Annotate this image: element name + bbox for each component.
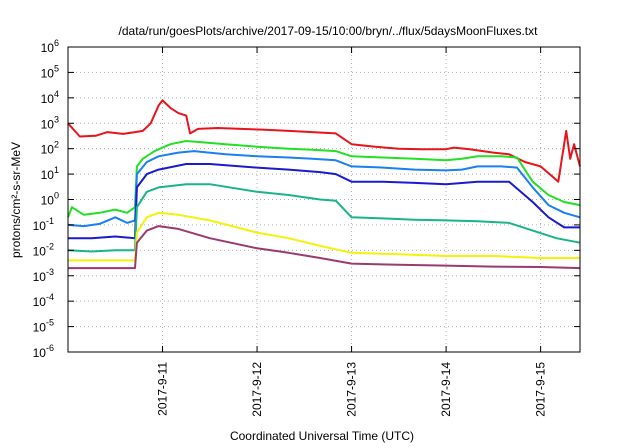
- y-tick-label: 105: [41, 63, 59, 80]
- y-tick-label: 10-1: [33, 216, 54, 233]
- y-tick-label: 10-6: [33, 343, 54, 360]
- x-axis-label: Coordinated Universal Time (UTC): [230, 429, 414, 443]
- y-tick-label: 10-4: [33, 292, 54, 309]
- series-line-1: [67, 99, 581, 183]
- y-tick-label: 104: [41, 89, 59, 106]
- x-tick-label: 2017-9-11: [156, 362, 170, 416]
- axis-ticks: 10-6 10-5 10-4 10-3 10-2 10-1 100 101 102 103 104 1…: [33, 38, 580, 417]
- series-line-4: [68, 163, 580, 240]
- y-tick-label: 101: [41, 165, 59, 182]
- series-line-7: [68, 225, 581, 270]
- x-tick-label: 2017-9-13: [345, 362, 359, 417]
- y-tick-label: 102: [41, 140, 59, 157]
- y-tick-label: 106: [41, 38, 59, 55]
- series-line-3: [67, 150, 581, 228]
- y-tick-label: 100: [41, 191, 59, 208]
- y-tick-label: 10-3: [33, 267, 54, 284]
- series-line-6: [68, 211, 580, 262]
- series-lines: [67, 99, 581, 270]
- y-tick-label: 10-5: [33, 318, 54, 335]
- grid: [68, 47, 580, 352]
- chart-title: /data/run/goesPlots/archive/2017-09-15/1…: [119, 24, 539, 38]
- x-tick-label: 2017-9-15: [534, 362, 548, 417]
- y-tick-label: 10-2: [33, 241, 54, 258]
- y-axis-label: protons/cm²-s-sr-MeV: [9, 142, 23, 258]
- series-line-5: [67, 183, 581, 253]
- x-tick-label: 2017-9-14: [439, 362, 453, 417]
- x-tick-label: 2017-9-12: [250, 362, 264, 417]
- y-tick-label: 103: [41, 114, 59, 131]
- series-line-2: [67, 140, 581, 218]
